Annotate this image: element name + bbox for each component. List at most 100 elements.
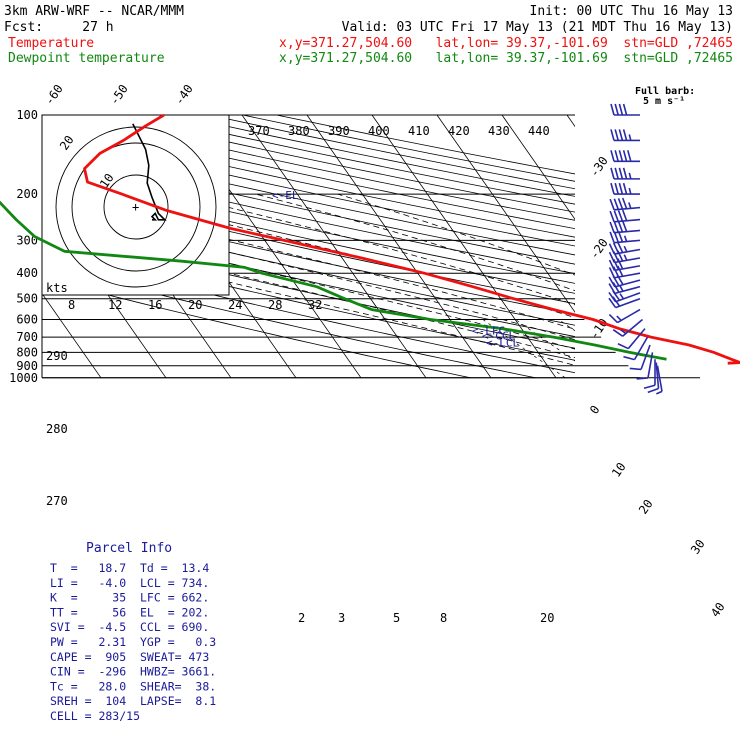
dry-adiabat-line (42, 131, 575, 247)
hodograph-speed-tick: 32 (308, 298, 322, 312)
wind-barb (623, 336, 649, 361)
wind-barb (608, 241, 641, 255)
theta-e-tick-label: 430 (488, 124, 510, 138)
hodograph-ring (71, 142, 201, 272)
parcel-info-row: CELL = 283/15 (50, 709, 140, 723)
theta-e-tick-label: 370 (248, 124, 270, 138)
dewpoint-station-info: x,y=371.27,504.60 lat,lon= 39.37,-101.69… (279, 51, 733, 66)
theta-e-tick-label: 380 (288, 124, 310, 138)
temperature-legend-label: Temperature (8, 36, 94, 51)
moist-adiabat-line (42, 235, 575, 366)
wind-barb (609, 230, 641, 244)
isotherm-tick-label: -40 (172, 82, 196, 108)
isotherm-line (632, 115, 740, 378)
parcel-info-row: LI = -4.0 LCL = 734. (50, 576, 209, 590)
wind-barb (643, 359, 656, 390)
parcel-info-row: Tc = 28.0 SHEAR= 38. (50, 679, 216, 693)
mixing-ratio-tick-label: 3 (338, 611, 345, 625)
model-title: 3km ARW-WRF -- NCAR/MMM (4, 4, 184, 19)
hodograph-speed-tick: 28 (268, 298, 282, 312)
sounding-profiles (0, 113, 740, 365)
wind-barb (629, 344, 651, 371)
theta-e-tick-label: 410 (408, 124, 430, 138)
parcel-info-title: Parcel Info (86, 541, 172, 556)
wind-barb (612, 318, 644, 337)
wind-barb (617, 328, 646, 350)
pressure-tick-label: 900 (16, 359, 38, 373)
pressure-tick-label: 700 (16, 330, 38, 344)
barb-legend-value: 5 m s⁻¹ (643, 96, 685, 107)
dry-adiabat-line (42, 148, 575, 265)
temperature-station-info: x,y=371.27,504.60 lat,lon= 39.37,-101.69… (279, 36, 733, 51)
wind-barb (609, 197, 641, 211)
hodograph-speed-tick: 12 (108, 298, 122, 312)
wind-barb (610, 150, 640, 163)
pressure-tick-label: 100 (16, 108, 38, 122)
mixing-ratio-line (638, 320, 729, 378)
hodograph-ring (55, 126, 217, 288)
wind-barb (636, 352, 654, 380)
parcel-info-row: TT = 56 EL = 202. (50, 605, 209, 619)
moist-adiabat-line (255, 193, 575, 292)
temperature-profile-line (83, 113, 740, 365)
pressure-tick-label: 500 (16, 292, 38, 306)
moist-adiabat-line (174, 193, 575, 306)
isotherm-line (371, 115, 557, 379)
wind-barb (610, 167, 640, 180)
mixing-ratio-tick-label: 5 (393, 611, 400, 625)
hodograph-speed-tick: 16 (148, 298, 162, 312)
barb-legend: Full barb: 5 m s⁻¹ (635, 86, 695, 107)
wind-barbs (608, 103, 663, 395)
wind-barb (610, 129, 640, 142)
parcel-info-box (42, 536, 244, 720)
dewpoint-profile-line (0, 200, 667, 361)
dry-adiabat-line (42, 167, 575, 284)
mixing-ratio-tick-label: 20 (540, 611, 554, 625)
parcel-info-row: CIN = -296 HWBZ= 3661. (50, 665, 216, 679)
valid-time: Valid: 03 UTC Fri 17 May 13 (21 MDT Thu … (342, 20, 733, 35)
isotherm-tick-label: 0 (587, 403, 603, 417)
dry-adiabat-line (42, 265, 536, 379)
isotherm-tick-label: 10 (609, 460, 629, 480)
init-time: Init: 00 UTC Thu 16 May 13 (530, 4, 734, 19)
theta-tick-label: 280 (46, 422, 68, 436)
wind-barb (609, 209, 641, 223)
mixing-ratio-labels: 2 3 5 8 20 (298, 611, 554, 625)
pressure-tick-label: 400 (16, 266, 38, 280)
mixing-ratio-line (687, 320, 740, 378)
isotherm-line (697, 115, 740, 378)
hodograph-kts-label: kts (46, 281, 68, 295)
isotherm-tick-label: -50 (107, 82, 131, 108)
hodograph-ring (103, 174, 169, 240)
isotherm-tick-label: -70 (0, 82, 1, 108)
pressure-tick-label: 600 (16, 312, 38, 326)
isotherm-tick-label: 30 (688, 537, 708, 557)
pressure-tick-label: 800 (16, 345, 38, 359)
hodograph-ring-label: 20 (57, 133, 77, 153)
dry-adiabat-line (42, 229, 575, 349)
theta-tick-label: 290 (46, 349, 68, 363)
level-markers: <-EL <-LFC<-CCL<-LCL (272, 189, 519, 349)
theta-tick-label: 270 (46, 494, 68, 508)
pressure-tick-label: 1000 (9, 371, 38, 385)
mixing-ratio-tick-label: 2 (298, 611, 305, 625)
wind-barb (608, 308, 641, 324)
hodograph-trace (132, 123, 167, 221)
dry-adiabat-line (42, 157, 575, 275)
hodograph-speed-tick: 24 (228, 298, 242, 312)
isotherm-tick-label: -20 (587, 236, 611, 262)
theta-e-tick-label: 390 (328, 124, 350, 138)
parcel-info-row: SVI = -4.5 CCL = 690. (50, 620, 209, 634)
barb-legend-title: Full barb: (635, 86, 695, 97)
isotherm-line (306, 115, 492, 379)
wind-barb (608, 282, 641, 295)
wind-barb (610, 103, 640, 116)
hodograph-speed-tick: 8 (68, 298, 75, 312)
parcel-info-row: CAPE = 905 SWEAT= 473 (50, 650, 209, 664)
dry-adiabat-line (42, 122, 575, 238)
level-marker-label: <-CCL (482, 329, 515, 342)
theta-labels: 370 380 390 400 410 420 430 440 290 280 270 (46, 124, 550, 508)
parcel-info-row: PW = 2.31 YGP = 0.3 (50, 635, 216, 649)
isotherm-line (42, 292, 102, 379)
